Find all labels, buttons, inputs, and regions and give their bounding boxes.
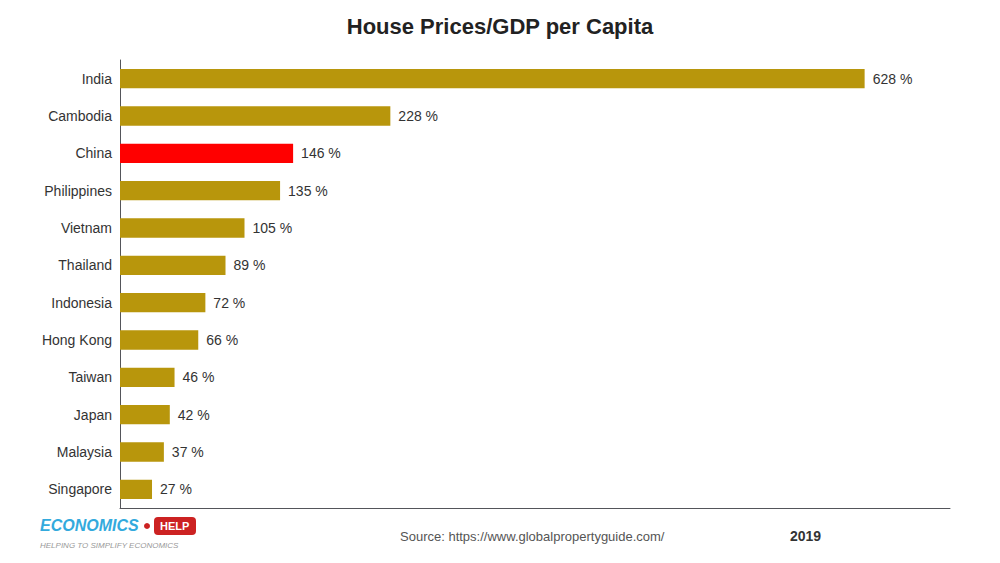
svg-text:Cambodia: Cambodia <box>48 108 112 124</box>
svg-text:ECONOMICS: ECONOMICS <box>40 517 139 534</box>
svg-text:135 %: 135 % <box>288 183 328 199</box>
svg-text:46 %: 46 % <box>183 369 215 385</box>
svg-text:89 %: 89 % <box>234 257 266 273</box>
svg-text:Malaysia: Malaysia <box>57 444 112 460</box>
svg-text:2019: 2019 <box>790 528 821 544</box>
svg-text:Source: https://www.globalprop: Source: https://www.globalpropertyguide.… <box>400 529 665 544</box>
svg-text:Singapore: Singapore <box>48 481 112 497</box>
svg-text:42 %: 42 % <box>178 407 210 423</box>
svg-text:27 %: 27 % <box>160 481 192 497</box>
svg-text:HELP: HELP <box>160 520 189 532</box>
svg-text:Hong Kong: Hong Kong <box>42 332 112 348</box>
svg-text:105 %: 105 % <box>253 220 293 236</box>
svg-text:37 %: 37 % <box>172 444 204 460</box>
svg-text:HELPING TO SIMPLIFY ECONOMICS: HELPING TO SIMPLIFY ECONOMICS <box>40 541 179 550</box>
svg-text:Indonesia: Indonesia <box>51 295 112 311</box>
svg-text:Taiwan: Taiwan <box>68 369 112 385</box>
svg-text:72 %: 72 % <box>213 295 245 311</box>
svg-text:China: China <box>75 145 112 161</box>
svg-text:146 %: 146 % <box>301 145 341 161</box>
svg-text:Vietnam: Vietnam <box>61 220 112 236</box>
svg-text:628 %: 628 % <box>873 71 913 87</box>
svg-text:66 %: 66 % <box>206 332 238 348</box>
svg-text:House Prices/GDP per Capita: House Prices/GDP per Capita <box>347 14 654 39</box>
svg-text:Thailand: Thailand <box>58 257 112 273</box>
svg-text:Philippines: Philippines <box>44 183 112 199</box>
svg-text:Japan: Japan <box>74 407 112 423</box>
svg-text:228 %: 228 % <box>398 108 438 124</box>
svg-text:India: India <box>82 71 113 87</box>
